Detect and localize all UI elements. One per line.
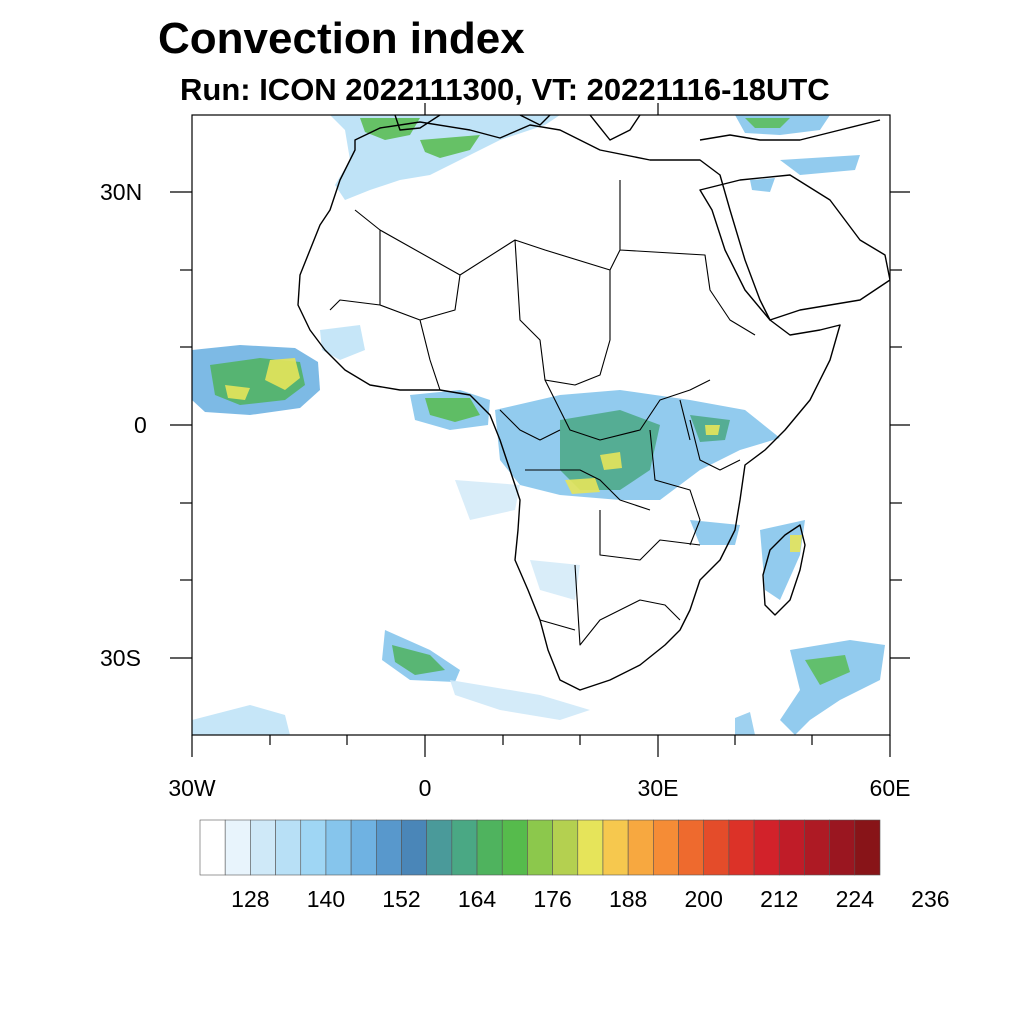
convection-core-guinea [425,398,480,422]
colorbar-tick-label: 236 [911,886,950,912]
lat-label-30n: 30N [100,179,143,205]
colorbar-tick-label: 200 [684,886,723,912]
colorbar-swatch [728,819,755,876]
colorbar-swatch [476,819,503,876]
convection-peak-madagascar [790,535,802,552]
colorbar-swatch [250,819,276,876]
lon-label-0: 0 [418,775,432,801]
colorbar-swatch [375,819,402,876]
lat-label-0: 0 [134,412,147,438]
colorbar-tick-label: 212 [760,886,799,912]
convection-area-southwest [192,705,290,735]
colorbar [199,819,881,876]
colorbar-swatch [854,819,881,876]
convection-core-south-atlantic [392,645,445,675]
lon-label-30e: 30E [637,775,679,801]
colorbar-tick-label: 152 [382,886,421,912]
colorbar-tick-label: 128 [231,886,270,912]
convection-area-southern-africa [455,480,580,600]
chart-subtitle: Run: ICON 2022111300, VT: 20221116-18UTC [180,72,830,107]
convection-trail-south-atlantic [450,680,590,720]
lon-label-30w: 30W [168,775,216,801]
colorbar-swatch [300,819,327,876]
convection-area-madagascar [690,520,805,600]
colorbar-tick-label: 140 [306,886,346,912]
convection-peak-atlantic [225,358,300,400]
colorbar-swatch [224,819,251,876]
colorbar-tick-label: 176 [533,886,572,912]
colorbar-swatch [653,819,679,876]
convection-area-south-indian [780,640,885,735]
colorbar-swatch [627,819,654,876]
axis-ticks [170,103,910,757]
colorbar-swatch [350,819,377,876]
convection-core-congo [560,410,730,490]
colorbar-swatch [552,819,579,876]
colorbar-swatch [778,819,805,876]
colorbar-swatch [451,819,478,876]
lat-label-30s: 30S [100,645,141,671]
colorbar-swatch [401,819,427,876]
africa-coastline [297,121,841,691]
convection-core-mediterranean [360,118,480,158]
colorbar-swatch [829,819,856,876]
colorbar-tick-label: 188 [608,886,648,912]
lon-label-60e: 60E [869,775,911,801]
colorbar-swatch [501,819,528,876]
europe-coastline [394,115,881,141]
colorbar-tick-label: 164 [457,886,497,912]
convection-core-south-indian [805,655,850,685]
colorbar-swatch [275,819,302,876]
colorbar-swatch [325,819,352,876]
convection-area-westafrica [320,325,365,360]
country-borders [329,180,756,646]
convection-core-levant [745,118,790,128]
chart-title: Convection index [158,14,525,63]
convection-area-levant [735,115,860,192]
colorbar-swatch [703,819,730,876]
colorbar-swatch [753,819,780,876]
madagascar-coastline [762,524,806,616]
colorbar-swatch [804,819,830,876]
convection-area-southeast-edge [735,712,755,735]
convection-peak-congo [565,425,720,494]
colorbar-swatch [678,819,705,876]
arabia-coastline [699,174,890,321]
colorbar-swatch [199,819,226,876]
convection-field [192,115,885,735]
colorbar-swatch [527,819,553,876]
coastlines-and-borders [297,115,890,691]
colorbar-swatch [426,819,453,876]
colorbar-swatch [577,819,604,876]
colorbar-tick-label: 224 [835,886,874,912]
colorbar-swatch [602,819,629,876]
